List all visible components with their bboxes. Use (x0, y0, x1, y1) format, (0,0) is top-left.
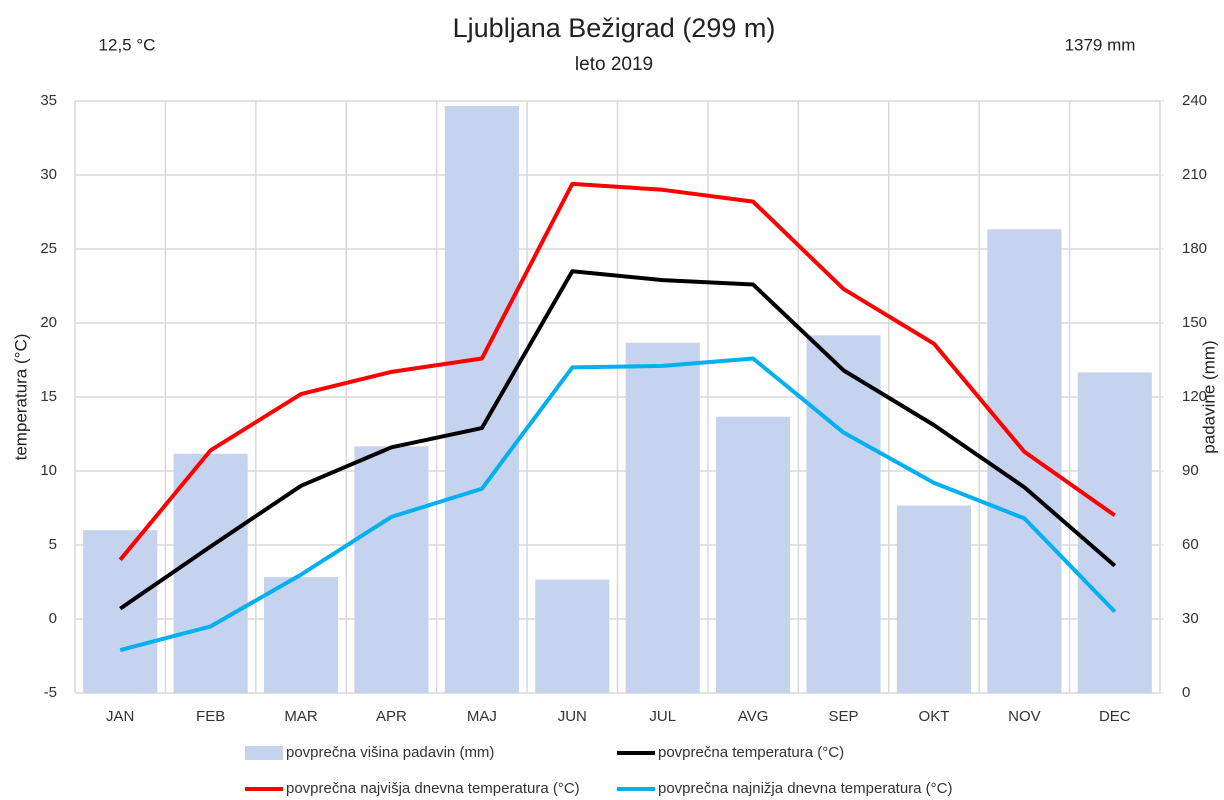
x-tick-label: MAJ (467, 708, 497, 725)
y-tick-label: 30 (40, 166, 57, 183)
y2-tick-label: 30 (1182, 610, 1199, 627)
bar (354, 446, 429, 693)
y2-axis-label: padavine (mm) (1199, 340, 1218, 453)
y-tick-label: 20 (40, 314, 57, 331)
y-tick-label: 15 (40, 388, 57, 405)
bar (263, 577, 339, 693)
x-tick-label: FEB (196, 708, 225, 725)
x-tick-label: JUL (649, 708, 676, 725)
bar (173, 453, 248, 693)
y2-tick-label: 90 (1182, 462, 1199, 479)
y-tick-label: 25 (40, 240, 57, 257)
bar (535, 579, 610, 693)
x-tick-label: NOV (1008, 708, 1041, 725)
annotation: 12,5 °C (99, 35, 156, 54)
chart-subtitle: leto 2019 (575, 54, 653, 75)
y2-tick-label: 60 (1182, 536, 1199, 553)
bar (716, 416, 791, 693)
x-tick-label: JAN (106, 708, 134, 725)
chart-title: Ljubljana Bežigrad (299 m) (453, 13, 776, 43)
annotation: 1379 mm (1065, 35, 1136, 54)
y2-tick-label: 150 (1182, 314, 1207, 331)
x-tick-label: DEC (1099, 708, 1131, 725)
line (118, 181, 1116, 562)
y-tick-label: -5 (44, 684, 57, 701)
bar (896, 505, 972, 693)
bar (806, 335, 881, 693)
y2-tick-label: 240 (1182, 92, 1207, 109)
y2-tick-label: 120 (1182, 388, 1207, 405)
bar (625, 342, 700, 693)
bar (83, 530, 158, 693)
y-tick-label: 0 (49, 610, 57, 627)
legend-label: povprečna višina padavin (mm) (286, 744, 494, 761)
legend-label: povprečna najnižja dnevna temperatura (°… (658, 780, 953, 797)
y2-tick-label: 210 (1182, 166, 1207, 183)
y-tick-label: 5 (49, 536, 57, 553)
y-tick-label: 35 (40, 92, 57, 109)
legend-label: povprečna temperatura (°C) (658, 744, 844, 761)
x-tick-label: OKT (919, 708, 950, 725)
y-axis-label: temperatura (°C) (11, 334, 30, 461)
y2-tick-label: 180 (1182, 240, 1207, 257)
x-tick-label: APR (376, 708, 407, 725)
bar (444, 105, 519, 693)
bar (1077, 372, 1152, 693)
y2-tick-label: 0 (1182, 684, 1190, 701)
legend-label: povprečna najvišja dnevna temperatura (°… (286, 780, 580, 797)
bar (987, 229, 1062, 693)
y-tick-label: 10 (40, 462, 57, 479)
x-tick-label: SEP (829, 708, 859, 725)
line (119, 356, 1117, 653)
x-tick-label: AVG (738, 708, 769, 725)
legend-swatch (245, 746, 283, 760)
x-tick-label: JUN (558, 708, 587, 725)
line (119, 269, 1117, 611)
x-tick-label: MAR (284, 708, 318, 725)
